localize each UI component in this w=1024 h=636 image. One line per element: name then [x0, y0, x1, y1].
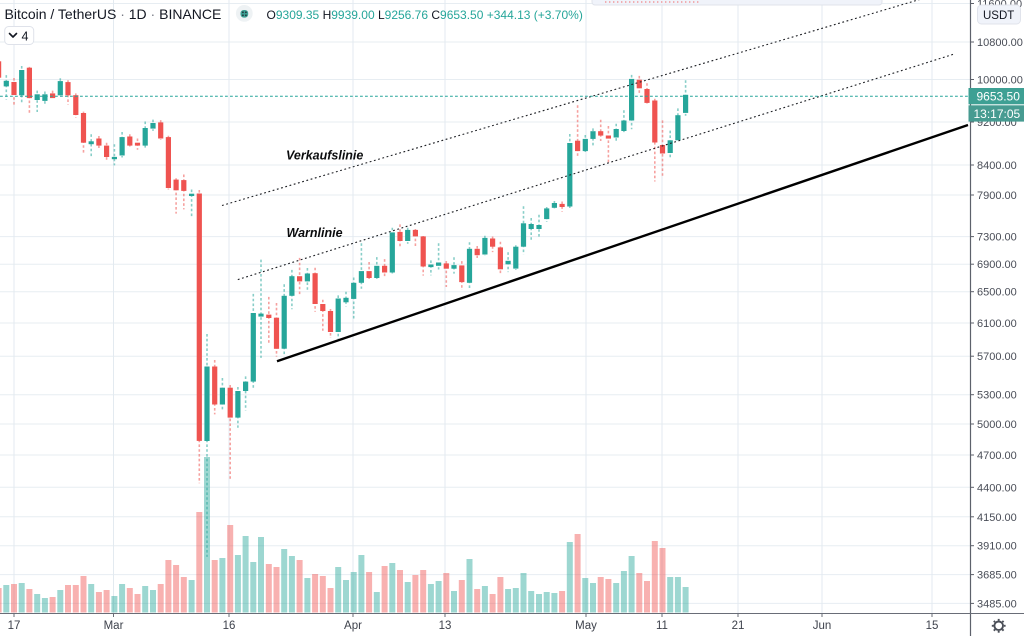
svg-text:17: 17 — [8, 620, 21, 632]
svg-text:5700.00: 5700.00 — [977, 351, 1017, 363]
svg-text:May: May — [575, 620, 597, 632]
svg-text:7300.00: 7300.00 — [977, 232, 1017, 244]
svg-text:13: 13 — [439, 620, 452, 632]
svg-text:21: 21 — [732, 620, 745, 632]
svg-text:9653.50: 9653.50 — [977, 90, 1021, 104]
svg-text:6900.00: 6900.00 — [977, 259, 1017, 271]
svg-text:8400.00: 8400.00 — [977, 160, 1017, 172]
svg-text:Jun: Jun — [813, 620, 832, 632]
svg-text:6100.00: 6100.00 — [977, 318, 1017, 330]
svg-text:Apr: Apr — [344, 620, 362, 632]
svg-text:10800.00: 10800.00 — [977, 37, 1023, 49]
svg-text:Warnlinie: Warnlinie — [287, 226, 343, 240]
svg-text:O9309.35 H9939.00 L9256.76 C96: O9309.35 H9939.00 L9256.76 C9653.50 +344… — [267, 8, 583, 22]
svg-text:5000.00: 5000.00 — [977, 419, 1017, 431]
svg-text:Bitcoin / TetherUS · 1D · BINA: Bitcoin / TetherUS · 1D · BINANCE — [5, 6, 222, 22]
svg-text:3485.00: 3485.00 — [977, 598, 1017, 610]
svg-text:4700.00: 4700.00 — [977, 450, 1017, 462]
svg-text:10000.00: 10000.00 — [977, 75, 1023, 87]
svg-text:6500.00: 6500.00 — [977, 287, 1017, 299]
svg-text:16: 16 — [223, 620, 236, 632]
svg-text:USDT: USDT — [983, 10, 1014, 22]
svg-text:15: 15 — [926, 620, 939, 632]
svg-text:7900.00: 7900.00 — [977, 190, 1017, 202]
svg-text:4: 4 — [22, 30, 29, 44]
svg-text:11: 11 — [656, 620, 668, 632]
svg-text:4400.00: 4400.00 — [977, 482, 1017, 494]
svg-text:3685.00: 3685.00 — [977, 570, 1017, 582]
svg-text:13:17:05: 13:17:05 — [974, 107, 1021, 121]
svg-text:4150.00: 4150.00 — [977, 512, 1017, 524]
svg-text:3910.00: 3910.00 — [977, 541, 1017, 553]
svg-text:Mar: Mar — [104, 620, 124, 632]
svg-text:Verkaufslinie: Verkaufslinie — [286, 149, 363, 163]
svg-text:5300.00: 5300.00 — [977, 390, 1017, 402]
